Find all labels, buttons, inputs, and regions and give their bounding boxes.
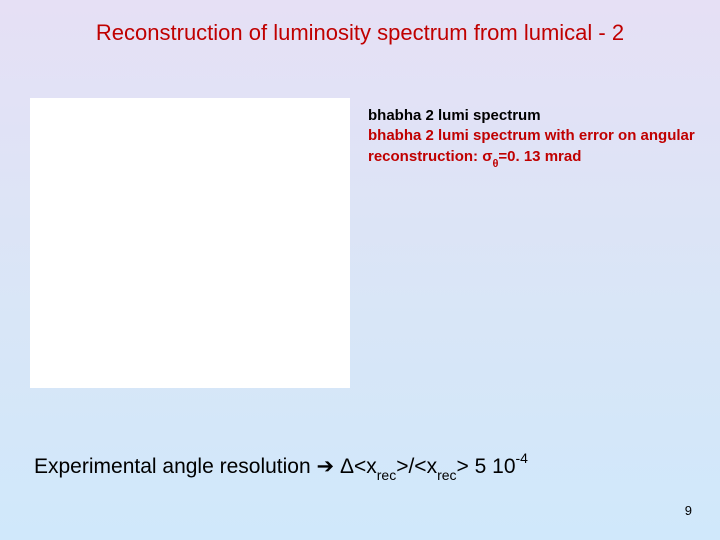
legend-line-2b: =0. 13 mrad bbox=[498, 148, 581, 165]
bottom-formula: Experimental angle resolution ➔ Δ<xrec>/… bbox=[34, 452, 528, 481]
slide-title: Reconstruction of luminosity spectrum fr… bbox=[0, 20, 720, 46]
rec-sub-1: rec bbox=[377, 467, 396, 483]
arrow-icon: ➔ bbox=[317, 455, 335, 478]
theta-subscript: θ bbox=[492, 158, 498, 170]
page-number: 9 bbox=[685, 503, 692, 518]
legend-block: bhabha 2 lumi spectrum bhabha 2 lumi spe… bbox=[368, 106, 698, 169]
legend-line-1: bhabha 2 lumi spectrum bbox=[368, 106, 698, 126]
rec-sub-2: rec bbox=[437, 467, 456, 483]
exp-sup: -4 bbox=[516, 450, 528, 466]
bottom-prefix: Experimental angle resolution bbox=[34, 455, 317, 478]
chart-placeholder bbox=[30, 98, 350, 388]
slide: Reconstruction of luminosity spectrum fr… bbox=[0, 0, 720, 540]
after-part: > 5 10 bbox=[457, 455, 516, 478]
mid-part: >/<x bbox=[396, 455, 437, 478]
delta-part: Δ<x bbox=[334, 455, 377, 478]
sigma-symbol: σ bbox=[482, 148, 492, 165]
legend-line-2: bhabha 2 lumi spectrum with error on ang… bbox=[368, 126, 698, 169]
